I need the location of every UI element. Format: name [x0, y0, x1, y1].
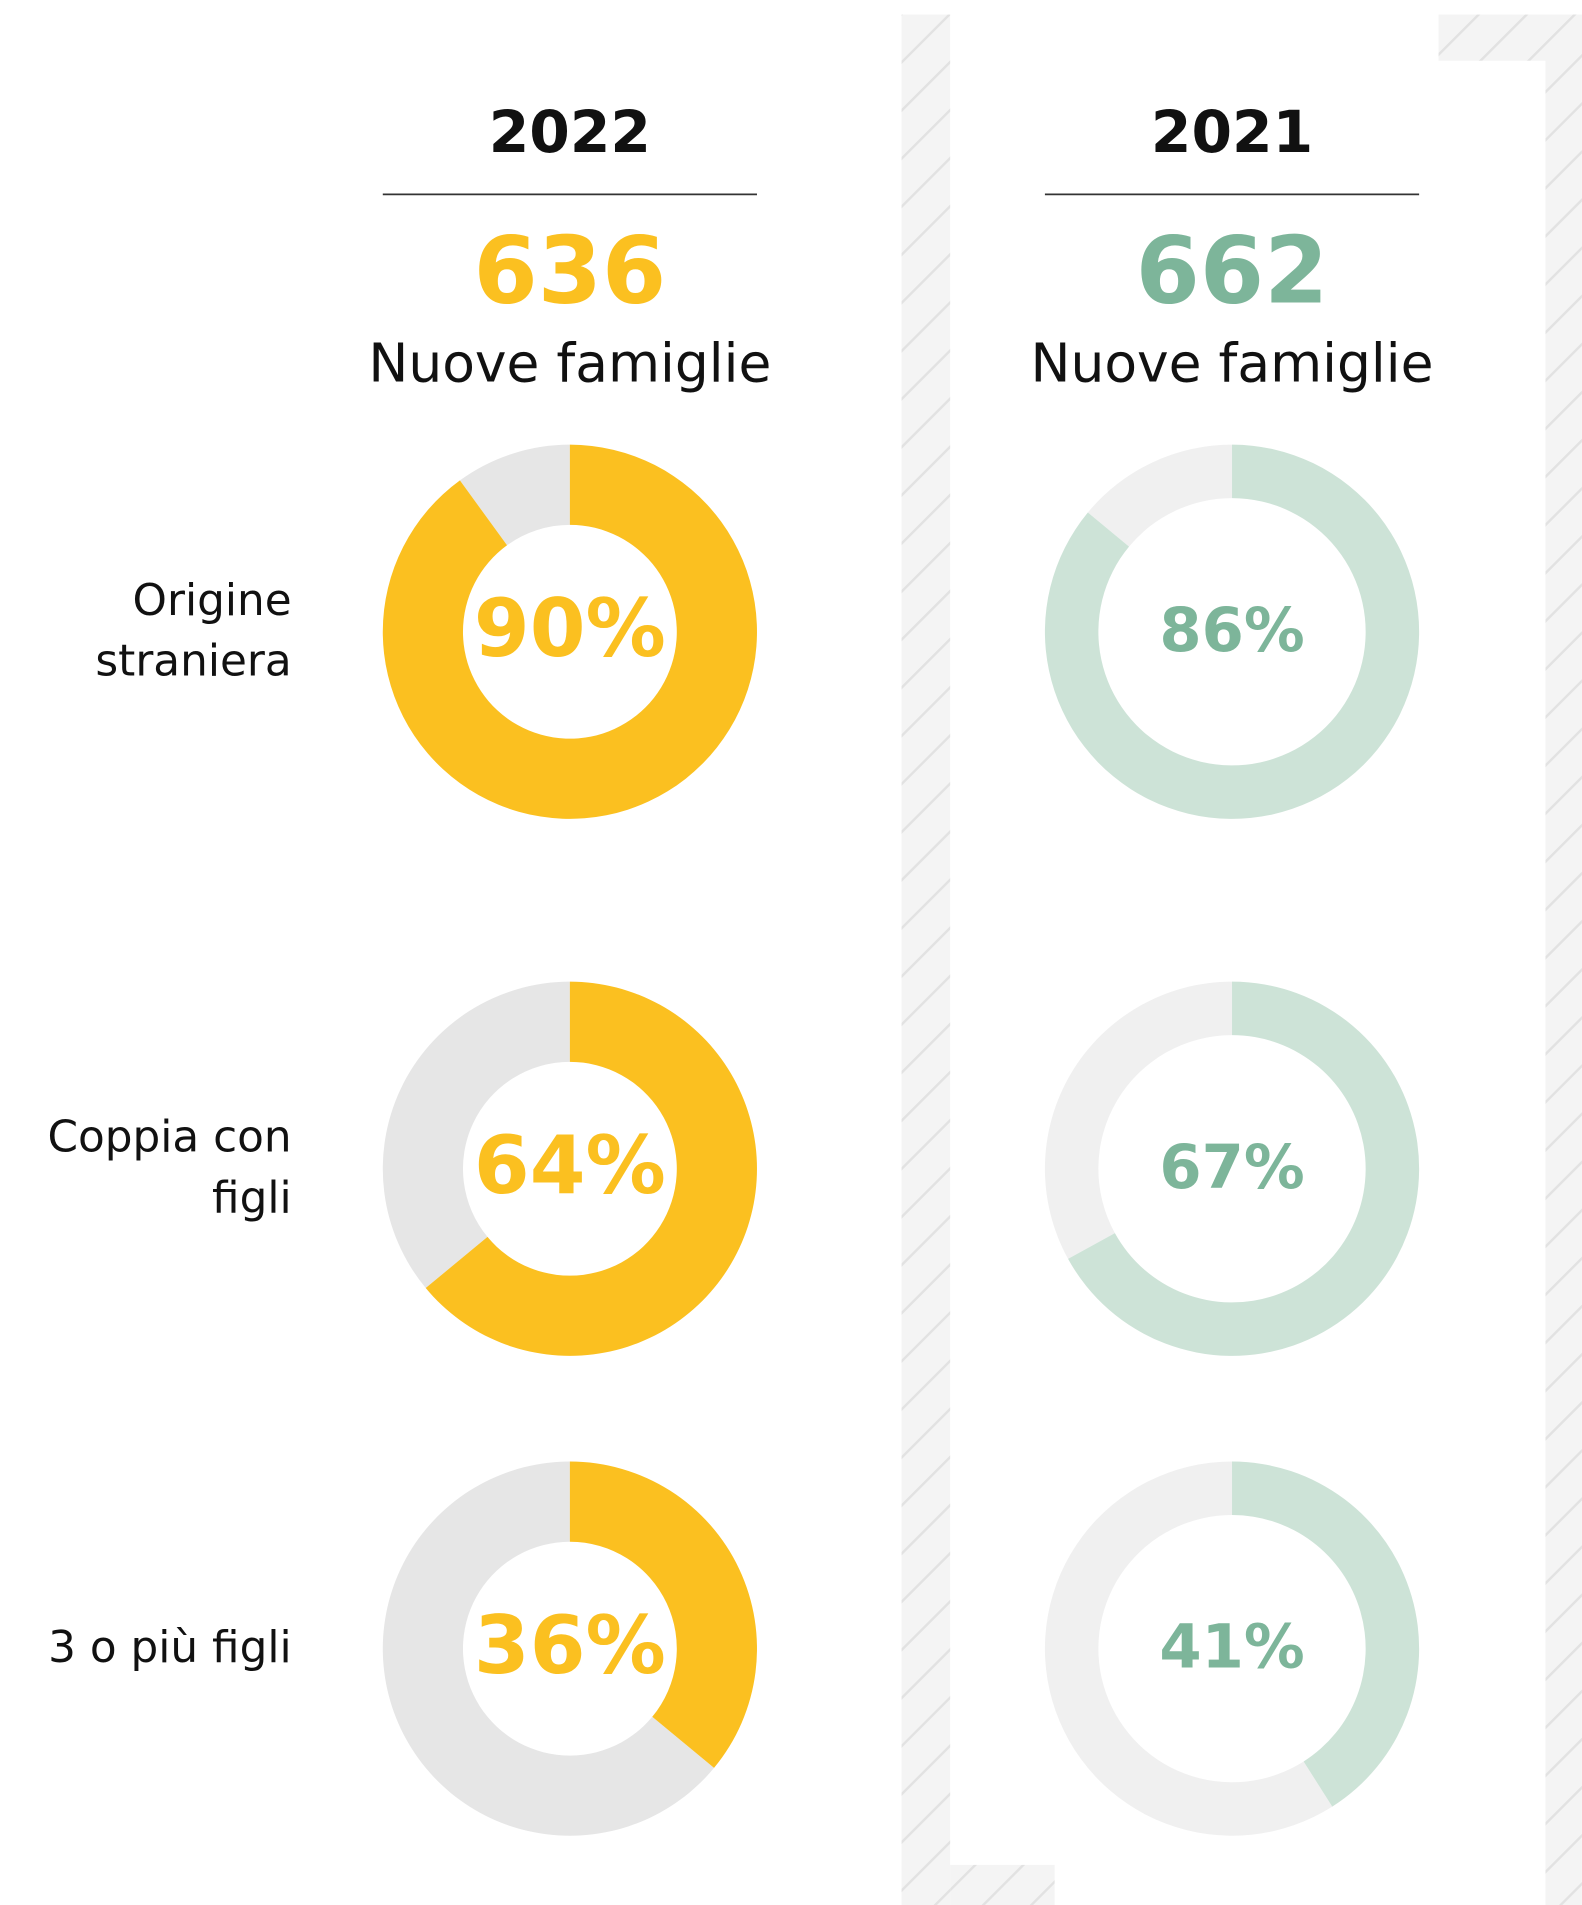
decor [901, 14, 1582, 1905]
row-label: Coppia con figli [47, 1112, 292, 1224]
value-label: 90% [474, 582, 666, 675]
total-label: Nuove famiglie [1031, 332, 1434, 395]
donut-slice [382, 444, 757, 819]
donut-rest [382, 981, 570, 1289]
donut-slice [1232, 1461, 1420, 1807]
total-label: Nuove famiglie [368, 332, 771, 395]
row-label-text: Origine straniera [95, 575, 292, 687]
row-label: Origine straniera [95, 575, 292, 687]
value-label: 41% [1159, 1613, 1304, 1683]
donut-rest [1087, 444, 1233, 547]
donut-slice [569, 1461, 757, 1768]
donut-slice [425, 981, 757, 1356]
donut-slice [1068, 981, 1420, 1356]
row-label-text: Coppia con figli [47, 1112, 292, 1224]
donut-rest [459, 444, 570, 546]
total: 662 [1136, 216, 1329, 324]
value-label: 67% [1159, 1133, 1304, 1203]
row-label-text: 3 o più figli [48, 1623, 292, 1673]
value-label: 36% [474, 1599, 666, 1692]
row-label: 3 o più figli [48, 1623, 292, 1673]
total: 636 [474, 216, 667, 324]
year-title: 2021 [1151, 98, 1313, 166]
donut-rest [382, 1461, 715, 1836]
value-label: 64% [474, 1119, 666, 1212]
value-label: 86% [1159, 596, 1304, 666]
donut-rest [1044, 981, 1233, 1259]
year-title: 2022 [489, 98, 651, 166]
donut-rest [1044, 1461, 1333, 1836]
